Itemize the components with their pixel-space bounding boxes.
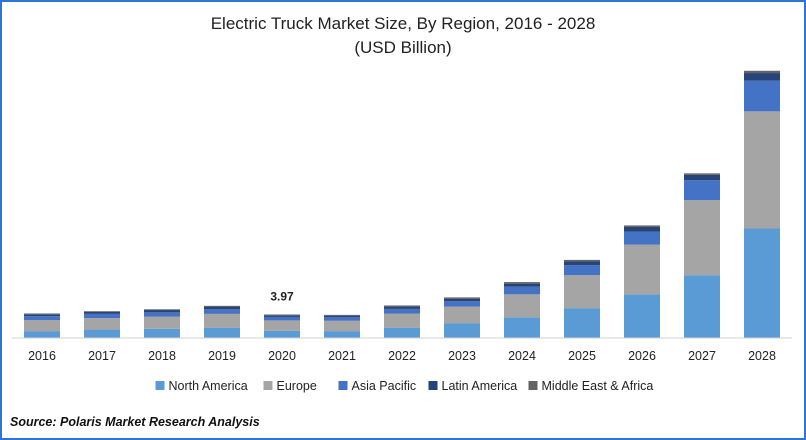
bar-segment-2019-3 [204,306,240,310]
x-tick-label: 2027 [688,349,716,363]
x-tick-label: 2020 [268,349,296,363]
legend-swatch [428,381,438,390]
bar-segment-2021-4 [324,314,360,316]
bar-segment-2017-1 [84,318,120,330]
legend-label: Asia Pacific [352,379,417,393]
bar-segment-2022-3 [384,306,420,309]
bar-segment-2018-0 [144,328,180,338]
bar-segment-2024-0 [504,317,540,338]
x-tick-label: 2024 [508,349,536,363]
x-tick-label: 2017 [88,349,116,363]
bar-segment-2027-1 [684,200,720,276]
x-tick-label: 2018 [148,349,176,363]
x-tick-label: 2021 [328,349,356,363]
bar-segment-2028-4 [744,70,780,74]
bar-segment-2016-4 [24,313,60,315]
bar-segment-2018-1 [144,316,180,329]
bar-segment-2025-1 [564,275,600,309]
legend-swatch [528,381,538,390]
bar-segment-2028-1 [744,111,780,229]
bar-segment-2025-3 [564,261,600,266]
bar-segment-2024-4 [504,282,540,284]
bar-segment-2025-4 [564,259,600,262]
bar-segment-2022-1 [384,313,420,328]
bar-segment-2016-3 [24,314,60,317]
bar-segment-2022-0 [384,327,420,338]
bar-segment-2016-2 [24,316,60,321]
bar-segment-2026-2 [624,231,660,245]
bar-segment-2023-1 [444,306,480,324]
legend-label: North America [169,379,248,393]
bar-segment-2018-4 [144,309,180,311]
bar-segment-2026-1 [624,244,660,295]
bar-segment-2019-0 [204,327,240,338]
bar-segment-2022-2 [384,308,420,314]
bar-segment-2020-1 [264,320,300,331]
bar-segment-2017-2 [84,313,120,319]
bar-segment-2027-2 [684,180,720,201]
stacked-bar-chart: 2016 2017 2018 2019 2020 3.97 2021 2022 2023 2024… [12,70,792,393]
bar-segment-2019-1 [204,313,240,328]
legend-swatch [155,381,165,390]
bar-segment-2023-3 [444,298,480,302]
x-tick-label: 2028 [748,349,776,363]
x-tick-label: 2022 [388,349,416,363]
x-tick-label: 2016 [28,349,56,363]
bar-segment-2019-2 [204,309,240,314]
bar-segment-2024-1 [504,294,540,318]
x-tick-label: 2025 [568,349,596,363]
bar-segment-2017-3 [84,311,120,314]
bar-segment-2016-0 [24,331,60,338]
legend-swatch [263,381,273,390]
chart-title: Electric Truck Market Size, By Region, 2… [210,14,596,33]
data-label: 3.97 [270,289,294,303]
bar-segment-2023-4 [444,297,480,299]
bar-segment-2027-4 [684,173,720,175]
bar-segment-2021-0 [324,331,360,338]
x-tick-label: 2023 [448,349,476,363]
bar-segment-2017-4 [84,311,120,312]
source-note: Source: Polaris Market Research Analysis [10,415,260,429]
bar-segment-2023-0 [444,323,480,338]
bar-segment-2026-0 [624,294,660,338]
bar-segment-2018-3 [144,310,180,313]
bar-segment-2021-1 [324,320,360,332]
bar-segment-2020-4 [264,314,300,316]
bar-segment-2028-2 [744,80,780,112]
bar-segment-2018-2 [144,312,180,317]
legend-label: Europe [277,379,317,393]
bar-segment-2017-0 [84,329,120,338]
bar-segment-2028-0 [744,228,780,338]
bar-segment-2021-3 [324,315,360,318]
bar-segment-2026-3 [624,226,660,232]
bar-segment-2020-3 [264,315,300,317]
bar-segment-2025-0 [564,308,600,338]
bar-segment-2023-2 [444,301,480,307]
bar-segment-2026-4 [624,225,660,227]
bar-segment-2016-1 [24,320,60,332]
bar-segment-2020-0 [264,330,300,338]
bar-segment-2027-3 [684,174,720,181]
x-tick-label: 2026 [628,349,656,363]
x-tick-label: 2019 [208,349,236,363]
bar-segment-2021-2 [324,317,360,321]
bar-segment-2028-3 [744,73,780,81]
bar-segment-2019-4 [204,305,240,307]
legend-label: Middle East & Africa [542,379,654,393]
legend-swatch [338,381,348,390]
bar-segment-2025-2 [564,265,600,276]
bar-segment-2022-4 [384,305,420,307]
bar-segment-2027-0 [684,275,720,338]
bar-segment-2024-2 [504,286,540,295]
bar-segment-2024-3 [504,283,540,287]
legend-label: Latin America [442,379,518,393]
chart-subtitle: (USD Billion) [354,38,452,57]
bar-segment-2020-2 [264,316,300,321]
